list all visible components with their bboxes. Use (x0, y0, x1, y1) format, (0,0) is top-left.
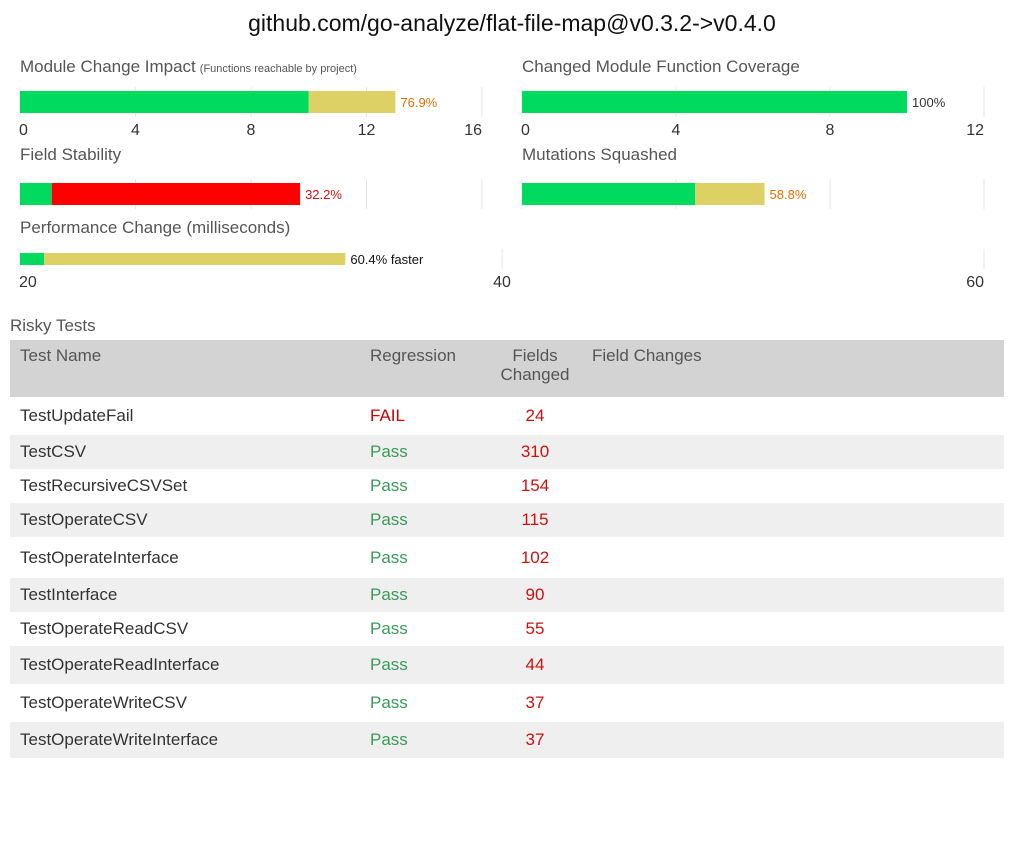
regression-cell: FAIL (370, 406, 405, 425)
regression-cell: Pass (370, 476, 408, 495)
fields-changed-cell: 102 (520, 547, 550, 567)
field-changes-cell (582, 435, 1004, 469)
changed-module-function-coverage-tick-label: 8 (826, 122, 835, 139)
fields-changed-cell: 310 (488, 435, 582, 469)
fields-changed-cell: 90 (488, 578, 582, 612)
header-test-name: Test Name (10, 340, 360, 397)
module-change-impact-title-text: Module Change Impact (20, 57, 196, 76)
field-changes-cell (582, 612, 1004, 646)
module-change-impact-title: Module Change Impact (Functions reachable… (20, 57, 357, 77)
field-stability-title: Field Stability (20, 145, 122, 164)
field-changes-cell (582, 397, 1004, 435)
performance-change-data-label: 60.4% faster (350, 252, 424, 267)
table-row: TestOperateWriteCSV Pass 37 (10, 684, 1004, 722)
table-row: TestCSV Pass 310 (10, 435, 1004, 469)
regression-cell: Pass (370, 547, 408, 567)
regression-cell: Pass (360, 578, 488, 612)
risky-tests-title: Risky Tests (10, 316, 96, 335)
risky-tests-table: Test Name Regression Fields Changed Field… (10, 340, 1004, 758)
header-fields-changed: Fields Changed (488, 340, 582, 397)
performance-change-title: Performance Change (milliseconds) (20, 218, 291, 237)
field-changes-cell (582, 503, 1004, 537)
performance-change-tick-label: 60 (966, 274, 984, 291)
header-fields-line1: Fields (512, 346, 558, 365)
regression-cell: Pass (360, 503, 488, 537)
regression-cell: Pass (370, 693, 408, 712)
table-row: TestRecursiveCSVSet Pass 154 (10, 469, 1004, 503)
performance-change-bar-segment (20, 253, 45, 265)
table-row: TestUpdateFail FAIL 24 (10, 397, 1004, 435)
changed-module-function-coverage-tick-label: 4 (672, 122, 681, 139)
test-name-cell: TestCSV (10, 435, 360, 469)
test-name-cell: TestUpdateFail (20, 406, 134, 425)
mutations-squashed-bar-segment (695, 183, 765, 205)
performance-change-tick-label: 40 (493, 274, 511, 291)
mutations-squashed-bar-segment (522, 183, 696, 205)
mutations-squashed-data-label: 58.8% (770, 187, 807, 202)
field-stability-data-label: 32.2% (305, 187, 342, 202)
fields-changed-cell: 154 (520, 476, 550, 495)
module-change-impact-data-label: 76.9% (400, 95, 437, 110)
test-name-cell: TestOperateWriteCSV (20, 693, 187, 712)
mutations-squashed-title: Mutations Squashed (522, 145, 677, 164)
test-name-cell: TestOperateWriteInterface (10, 722, 360, 758)
field-changes-cell (582, 578, 1004, 612)
table-row: TestOperateReadInterface Pass 44 (10, 646, 1004, 684)
module-change-impact-subtitle: (Functions reachable by project) (199, 63, 357, 75)
field-changes-cell (582, 646, 1004, 684)
table-row: TestOperateCSV Pass 115 (10, 503, 1004, 537)
table-header-row: Test Name Regression Fields Changed Field… (10, 340, 1004, 397)
regression-cell: Pass (360, 435, 488, 469)
table-row: TestOperateInterface Pass 102 (10, 537, 1004, 578)
module-change-impact-bar-segment (20, 91, 309, 113)
test-name-cell: TestOperateReadCSV (20, 619, 189, 638)
field-stability-bar-segment (20, 183, 52, 205)
table-row: TestOperateReadCSV Pass 55 (10, 612, 1004, 646)
table-row: TestOperateWriteInterface Pass 37 (10, 722, 1004, 758)
field-changes-cell (582, 684, 1004, 722)
performance-change-tick-label: 20 (19, 274, 37, 291)
table-row: TestInterface Pass 90 (10, 578, 1004, 612)
coverage-title: Changed Module Function Coverage (522, 57, 800, 76)
performance-change-bar-segment (44, 253, 346, 265)
module-change-impact-tick-label: 8 (247, 122, 256, 139)
header-regression: Regression (360, 340, 488, 397)
bar-charts: 76.9% 0 4 8 12 16 100% 0 4 8 12 32.2% 58.8% 60.4% fas… (19, 87, 985, 291)
changed-module-function-coverage-bar-segment (522, 91, 907, 113)
module-change-impact-tick-label: 16 (464, 122, 482, 139)
test-name-cell: TestRecursiveCSVSet (20, 476, 188, 495)
fields-changed-cell: 115 (488, 503, 582, 537)
changed-module-function-coverage-tick-label: 0 (521, 122, 530, 139)
test-name-cell: TestOperateReadInterface (10, 646, 360, 684)
test-name-cell: TestInterface (10, 578, 360, 612)
module-change-impact-tick-label: 4 (131, 122, 140, 139)
field-changes-cell (582, 469, 1004, 503)
test-name-cell: TestOperateInterface (20, 547, 179, 567)
header-fields-line2: Changed (500, 365, 570, 384)
test-name-cell: TestOperateCSV (10, 503, 360, 537)
page-title: github.com/go-analyze/flat-file-map@v0.3… (248, 10, 776, 36)
module-change-impact-tick-label: 12 (358, 122, 376, 139)
fields-changed-cell: 37 (525, 693, 545, 712)
fields-changed-cell: 24 (525, 406, 545, 425)
module-change-impact-bar-segment (308, 91, 396, 113)
field-changes-cell (582, 537, 1004, 578)
regression-cell: Pass (360, 722, 488, 758)
fields-changed-cell: 37 (488, 722, 582, 758)
field-stability-bar-segment (51, 183, 301, 205)
changed-module-function-coverage-tick-label: 12 (966, 122, 984, 139)
module-change-impact-tick-label: 0 (19, 122, 28, 139)
field-changes-cell (582, 722, 1004, 758)
changed-module-function-coverage-data-label: 100% (912, 95, 946, 110)
header-field-changes: Field Changes (582, 340, 1004, 397)
regression-cell: Pass (370, 619, 408, 638)
fields-changed-cell: 44 (488, 646, 582, 684)
regression-cell: Pass (360, 646, 488, 684)
fields-changed-cell: 55 (525, 619, 545, 638)
